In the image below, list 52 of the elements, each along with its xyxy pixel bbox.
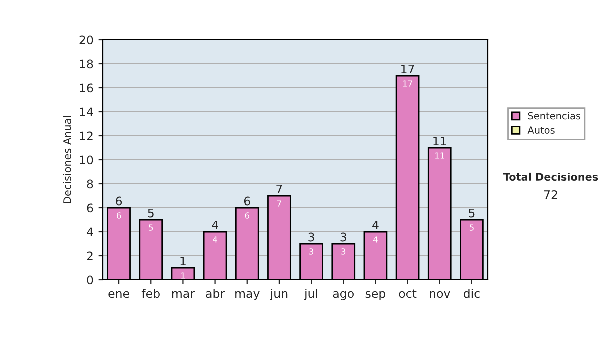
- x-tick-label: ago: [333, 291, 354, 300]
- total-label: 6: [244, 196, 250, 206]
- y-tick-label: 18: [80, 60, 94, 69]
- text: Total Decisiones: [503, 172, 598, 182]
- data-label: 6: [116, 212, 122, 219]
- data-label: 5: [149, 224, 154, 231]
- total-label: 3: [308, 232, 314, 242]
- x-tick-label: abr: [206, 289, 226, 298]
- data-label: 3: [310, 248, 314, 255]
- total-label: 6: [116, 196, 122, 206]
- total-label: 3: [340, 232, 346, 242]
- x-tick-label: mar: [172, 291, 195, 298]
- y-tick-label: 12: [80, 132, 93, 140]
- x-tick-label: oct: [399, 290, 417, 298]
- total-label: 5: [148, 208, 154, 218]
- data-label: 3: [342, 248, 346, 255]
- y-axis-title: Decisiones Anual: [63, 116, 72, 204]
- total-label: 5: [469, 208, 475, 218]
- y-tick-label: 20: [80, 36, 94, 45]
- data-label: 5: [470, 224, 474, 231]
- data-label: 1: [181, 272, 186, 279]
- x-tick-label: dic: [464, 289, 480, 298]
- x-tick-label: feb: [142, 289, 160, 298]
- x-tick-label: nov: [430, 291, 450, 298]
- legend-label: Autos: [528, 126, 555, 134]
- y-tick-label: 14: [80, 108, 94, 116]
- total-label: 4: [212, 220, 218, 230]
- data-label: 4: [213, 236, 218, 243]
- data-label: 7: [277, 200, 282, 207]
- x-tick-label: sep: [366, 291, 386, 300]
- total-label: 1: [180, 256, 186, 266]
- x-tick-label: jul: [304, 289, 318, 300]
- data-label: 17: [403, 80, 412, 87]
- total-label: 7: [276, 184, 282, 194]
- total-label: 11: [434, 136, 446, 146]
- total-label: 4: [372, 220, 379, 230]
- data-label: 11: [435, 152, 444, 159]
- y-tick-label: 4: [87, 228, 94, 236]
- data-label: 6: [245, 212, 250, 219]
- x-tick-label: ene: [108, 291, 130, 298]
- total-label: 17: [402, 64, 414, 74]
- y-tick-label: 0: [87, 276, 94, 285]
- legend-label: Sentencias: [528, 112, 581, 120]
- text: 72: [544, 190, 558, 200]
- x-tick-label: may: [236, 291, 260, 300]
- y-tick-label: 8: [87, 180, 94, 189]
- y-tick-label: 10: [80, 156, 94, 165]
- y-tick-label: 6: [87, 204, 94, 213]
- y-tick-label: 16: [80, 84, 94, 93]
- y-tick-label: 2: [87, 252, 93, 260]
- data-label: 4: [373, 236, 378, 243]
- x-tick-label: jun: [270, 289, 288, 300]
